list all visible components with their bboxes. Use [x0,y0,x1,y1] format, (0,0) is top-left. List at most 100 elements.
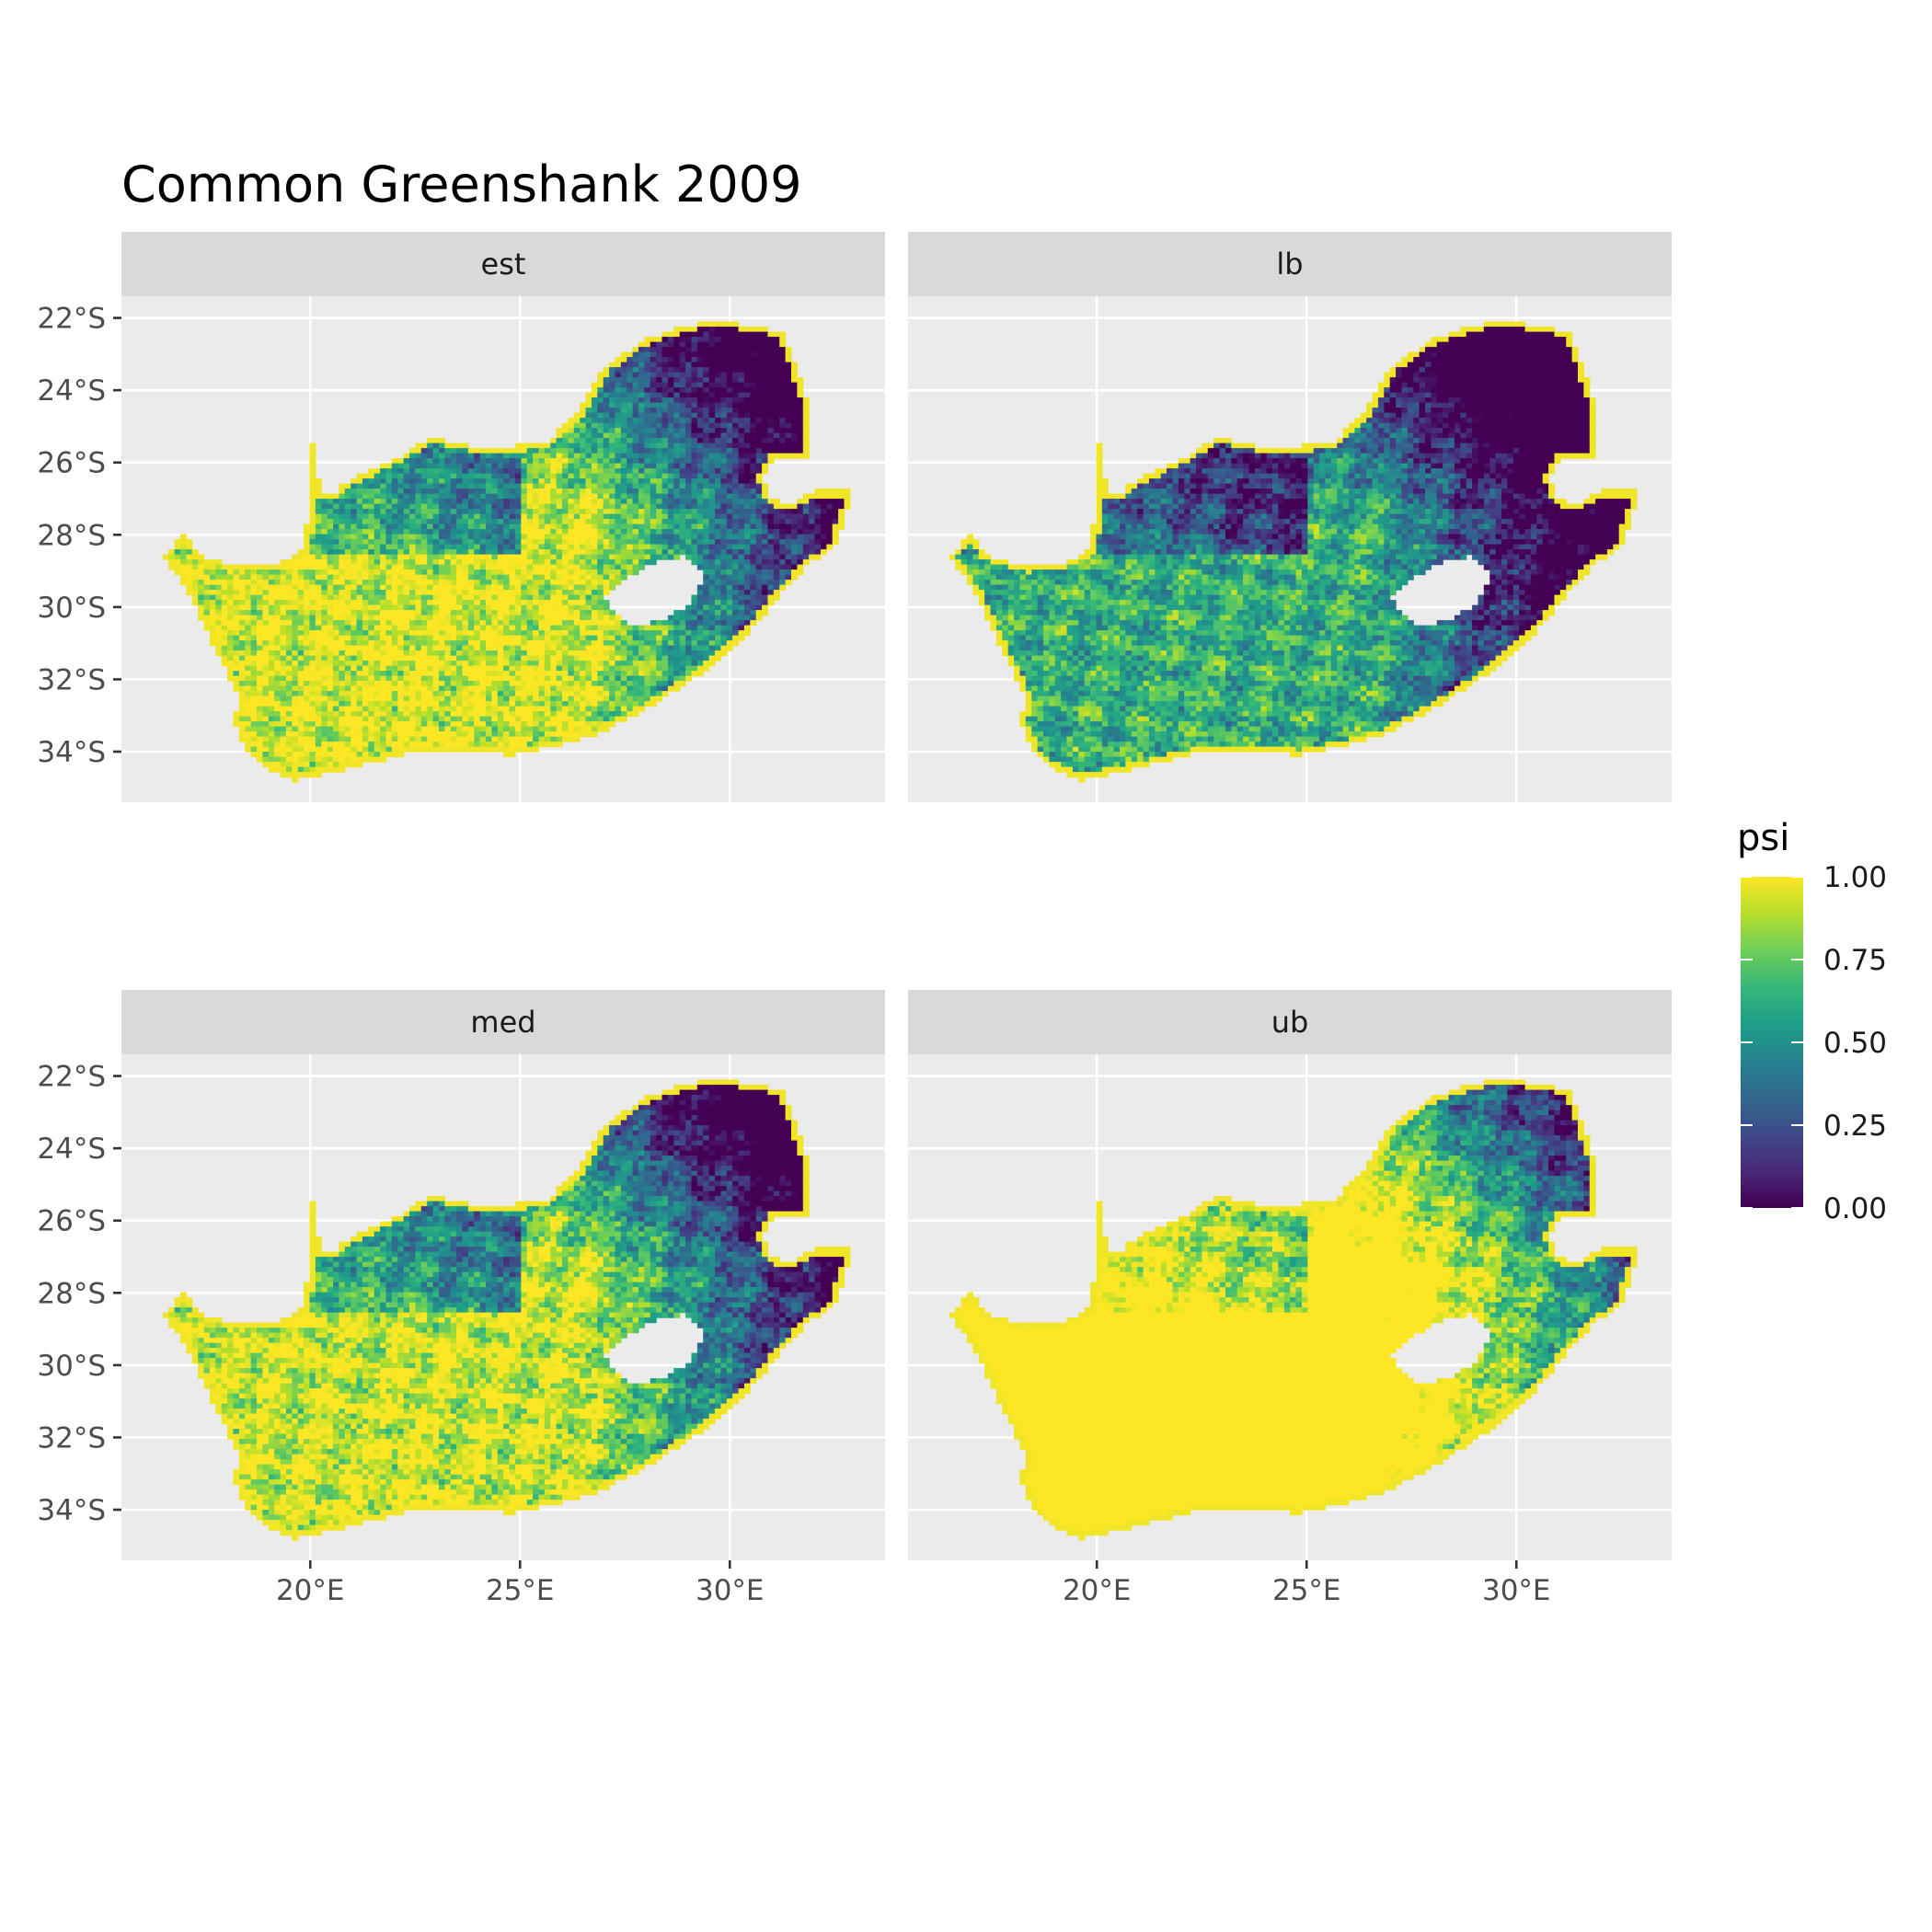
raster-cell [562,514,569,520]
raster-cell [357,575,363,581]
raster-cell [697,377,704,383]
raster-cell [421,464,428,469]
raster-cell [222,600,228,605]
raster-cell [574,474,581,479]
raster-cell [615,555,621,560]
raster-cell [474,640,480,646]
raster-cell [697,484,704,489]
raster-cell [732,590,739,595]
raster-cell [668,468,674,474]
raster-cell [421,600,428,605]
raster-cell [491,636,498,641]
raster-cell [791,524,798,530]
raster-cell [779,418,786,423]
raster-cell [767,549,774,555]
raster-cell [691,397,697,403]
raster-cell [656,403,662,408]
raster-cell [586,478,592,484]
raster-cell [374,646,381,651]
raster-cell [662,519,669,524]
raster-cell [309,535,316,540]
raster-cell [697,524,704,530]
raster-cell [604,666,610,672]
raster-cell [262,595,269,601]
raster-cell [656,539,662,545]
raster-cell [662,676,669,682]
raster-cell [538,569,545,575]
raster-cell [638,646,645,651]
raster-cell [592,524,598,530]
raster-cell [480,681,487,686]
raster-cell [397,626,404,631]
raster-cell [333,499,339,504]
raster-cell [421,590,428,595]
raster-cell [385,686,392,692]
raster-cell [309,626,316,631]
raster-cell [503,458,510,464]
raster-cell [433,524,440,530]
raster-cell [697,474,704,479]
raster-cell [557,590,563,595]
raster-cell [574,549,581,555]
raster-cell [685,373,692,378]
raster-cell [480,454,487,459]
raster-cell [779,383,786,388]
raster-cell [262,565,269,570]
raster-cell [644,640,650,646]
raster-cell [427,484,433,489]
raster-cell [486,666,492,672]
raster-cell [456,646,463,651]
raster-cell [392,494,398,500]
raster-cell [380,686,386,692]
raster-cell [621,529,627,535]
raster-cell [309,650,316,656]
raster-cell [750,524,756,530]
raster-cell [562,585,569,591]
raster-cell [474,600,480,605]
raster-cell [409,464,416,469]
raster-cell [691,640,697,646]
raster-cell [456,605,463,611]
raster-cell [621,408,627,413]
raster-cell [615,413,621,419]
raster-cell [374,661,381,666]
raster-cell [292,640,298,646]
raster-cell [298,630,305,636]
raster-cell [568,494,574,500]
raster-cell [638,484,645,489]
raster-cell [797,514,803,520]
raster-cell [604,448,610,454]
raster-cell [803,494,810,500]
raster-cell [345,595,351,601]
raster-cell [621,464,627,469]
raster-cell [333,636,339,641]
raster-cell [533,559,539,565]
raster-cell [292,656,298,661]
raster-cell [604,585,610,591]
raster-cell [456,509,463,514]
raster-cell [328,681,334,686]
raster-cell [604,640,610,646]
raster-cell [703,347,709,352]
raster-cell [750,383,756,388]
raster-cell [456,524,463,530]
raster-cell [269,666,275,672]
raster-cell [668,367,674,373]
raster-cell [397,610,404,615]
raster-cell [633,408,639,413]
raster-cell [433,565,440,570]
raster-cell [767,362,774,368]
raster-cell [274,590,281,595]
raster-cell [374,549,381,555]
raster-cell [750,529,756,535]
raster-cell [762,545,768,550]
raster-cell [257,640,263,646]
raster-cell [715,443,721,449]
raster-cell [328,671,334,676]
raster-cell [668,499,674,504]
raster-cell [392,555,398,560]
raster-cell [627,539,633,545]
raster-cell [545,585,551,591]
raster-cell [739,393,745,398]
raster-cell [750,559,756,565]
